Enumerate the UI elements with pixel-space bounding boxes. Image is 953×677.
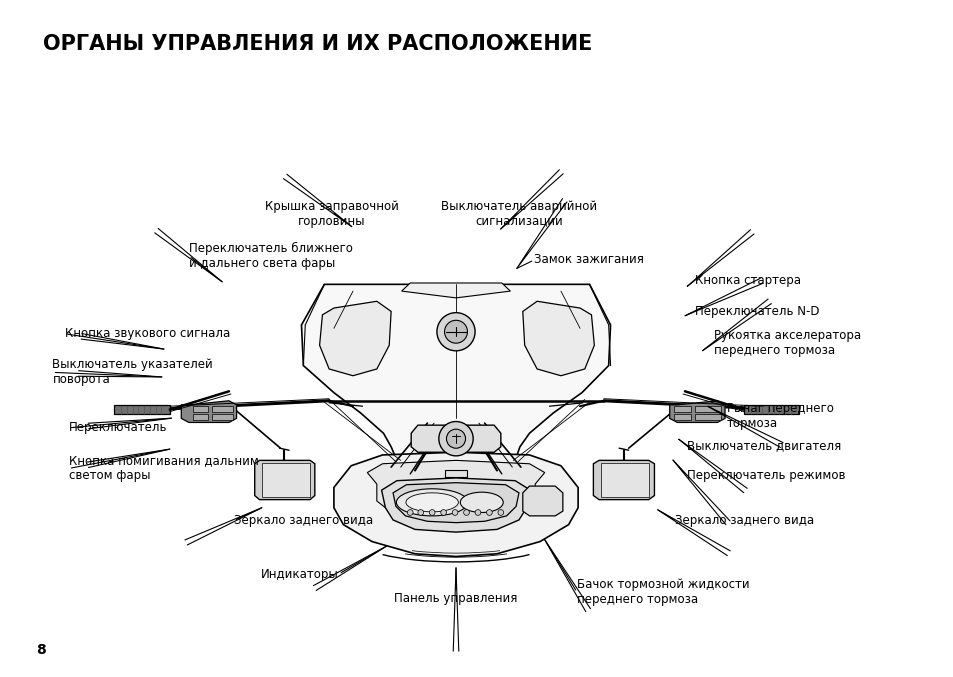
Polygon shape [743, 405, 799, 414]
Polygon shape [212, 406, 233, 412]
Text: ОРГАНЫ УПРАВЛЕНИЯ И ИХ РАСПОЛОЖЕНИЕ: ОРГАНЫ УПРАВЛЕНИЯ И ИХ РАСПОЛОЖЕНИЕ [43, 34, 592, 54]
Circle shape [440, 510, 446, 515]
Polygon shape [181, 401, 236, 422]
Polygon shape [522, 486, 562, 516]
Polygon shape [262, 463, 310, 497]
Polygon shape [193, 406, 208, 412]
Circle shape [436, 313, 475, 351]
Text: Выключатель двигателя: Выключатель двигателя [686, 439, 841, 452]
Ellipse shape [459, 492, 503, 512]
Text: Кнопка звукового сигнала: Кнопка звукового сигнала [65, 327, 230, 341]
Polygon shape [669, 401, 724, 422]
Polygon shape [600, 463, 648, 497]
Polygon shape [401, 283, 510, 298]
Text: Индикаторы: Индикаторы [261, 567, 338, 581]
Ellipse shape [405, 493, 458, 512]
Polygon shape [593, 460, 654, 500]
Text: Замок зажигания: Замок зажигания [534, 253, 643, 267]
Text: Панель управления: Панель управления [394, 592, 517, 605]
Ellipse shape [396, 489, 467, 516]
Polygon shape [114, 405, 170, 414]
Circle shape [438, 422, 473, 456]
Polygon shape [254, 460, 314, 500]
Polygon shape [301, 284, 610, 473]
Polygon shape [381, 478, 530, 532]
Polygon shape [673, 406, 690, 412]
Polygon shape [334, 452, 578, 556]
Polygon shape [522, 301, 594, 376]
Text: Кнопка помигивания дальним
светом фары: Кнопка помигивания дальним светом фары [69, 454, 258, 483]
Polygon shape [673, 414, 690, 420]
Circle shape [446, 429, 465, 448]
Text: Зеркало заднего вида: Зеркало заднего вида [233, 514, 373, 527]
Polygon shape [694, 414, 720, 420]
Text: Переключатель режимов: Переключатель режимов [686, 469, 844, 483]
Text: Рукоятка акселератора
переднего тормоза: Рукоятка акселератора переднего тормоза [713, 328, 860, 357]
Text: 8: 8 [36, 643, 46, 657]
Polygon shape [193, 414, 208, 420]
Text: Выключатель аварийной
сигнализации: Выключатель аварийной сигнализации [440, 200, 597, 227]
Circle shape [486, 510, 492, 515]
Polygon shape [212, 414, 233, 420]
Polygon shape [411, 425, 500, 452]
Polygon shape [393, 483, 518, 523]
Text: Бачок тормозной жидкости
переднего тормоза: Бачок тормозной жидкости переднего тормо… [577, 578, 749, 607]
Polygon shape [444, 470, 467, 477]
Circle shape [444, 320, 467, 343]
Text: Рычаг переднего
тормоза: Рычаг переднего тормоза [726, 402, 833, 431]
Text: Переключатель ближнего
и дальнего света фары: Переключатель ближнего и дальнего света … [189, 242, 353, 270]
Text: Зеркало заднего вида: Зеркало заднего вида [675, 514, 814, 527]
Text: Кнопка стартера: Кнопка стартера [694, 274, 800, 287]
Circle shape [417, 510, 423, 515]
Text: Переключатель N-D: Переключатель N-D [694, 305, 819, 318]
Circle shape [429, 510, 435, 515]
Circle shape [452, 510, 457, 515]
Circle shape [475, 510, 480, 515]
Text: Переключатель: Переключатель [69, 421, 167, 435]
Circle shape [463, 510, 469, 515]
Polygon shape [694, 406, 720, 412]
Text: Выключатель указателей
поворота: Выключатель указателей поворота [52, 358, 213, 387]
Circle shape [407, 510, 413, 515]
Text: Крышка заправочной
горловины: Крышка заправочной горловины [265, 200, 398, 227]
Polygon shape [319, 301, 391, 376]
Circle shape [497, 510, 503, 515]
Polygon shape [367, 460, 544, 521]
